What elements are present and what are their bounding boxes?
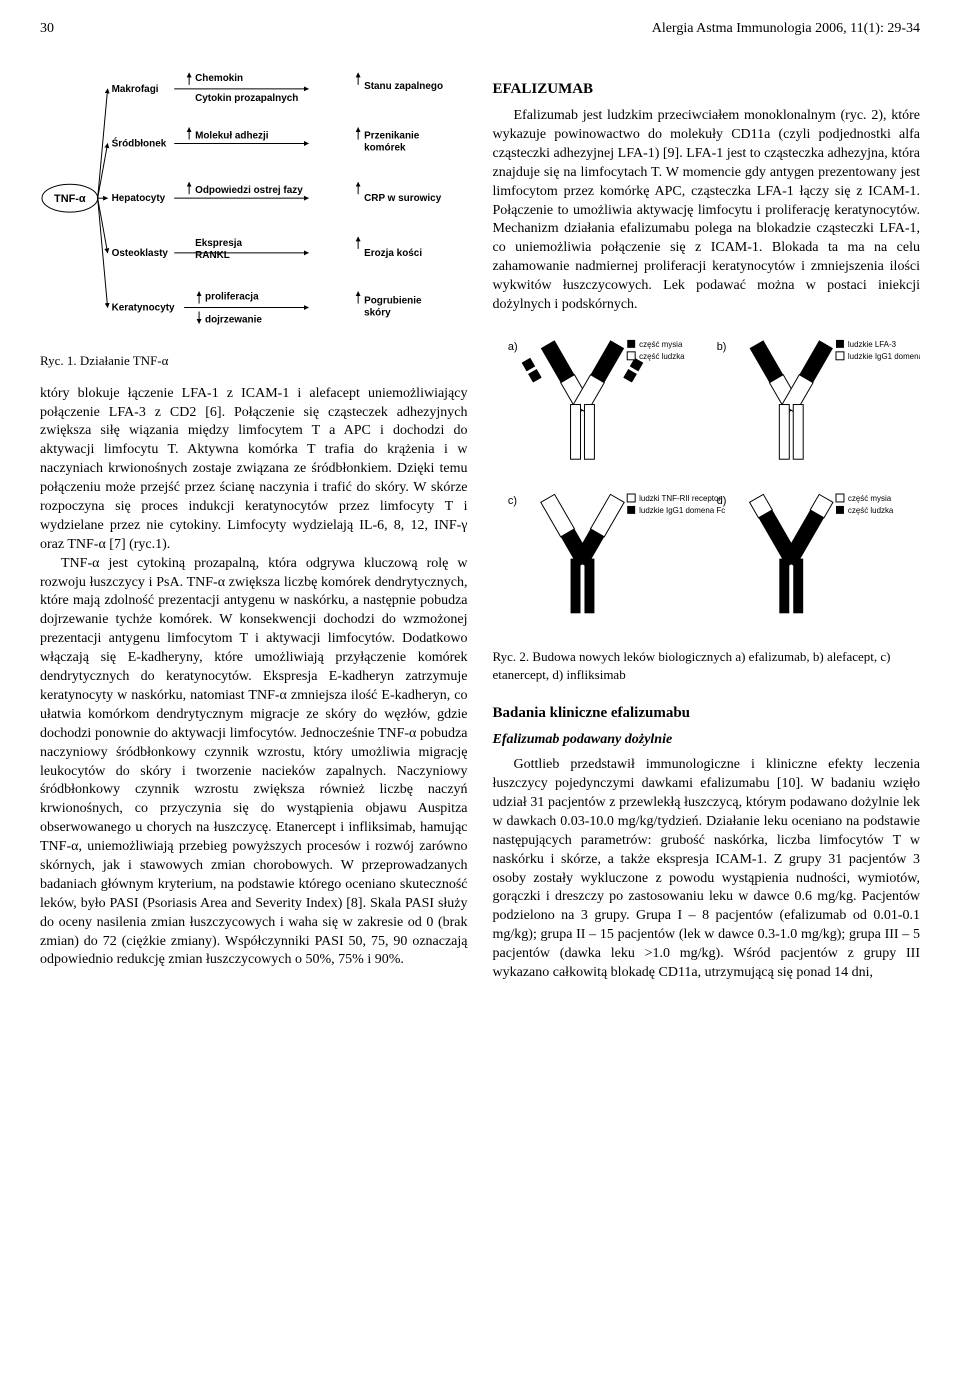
subhead-iv: Efalizumab podawany dożylnie <box>493 731 921 750</box>
svg-text:d): d) <box>716 495 726 507</box>
fig2-panel-c: c) ludzki TNF-RII receptor ludzkie IgG1 <box>507 494 724 613</box>
svg-text:Stanu zapalnego: Stanu zapalnego <box>364 81 443 92</box>
svg-text:ludzkie IgG1 domena Fc: ludzkie IgG1 domena Fc <box>639 506 725 515</box>
svg-text:ludzkie LFA-3: ludzkie LFA-3 <box>847 340 896 349</box>
fig1-root-label: TNF-α <box>54 193 86 205</box>
figure-1-caption: Ryc. 1. Działanie TNF-α <box>40 352 468 370</box>
figure-1-diagram: TNF-α Makrofagi Chemokin Cytokin prozapa… <box>40 59 468 337</box>
svg-text:skóry: skóry <box>364 307 391 318</box>
journal-reference: Alergia Astma Immunologia 2006, 11(1): 2… <box>652 20 920 39</box>
right-paragraph-1: Efalizumab jest ludzkim przeciwciałem mo… <box>493 107 921 315</box>
two-column-layout: TNF-α Makrofagi Chemokin Cytokin prozapa… <box>40 59 920 983</box>
fig2-panel-a: a) <box>507 340 684 459</box>
section-clinical-trials: Badania kliniczne efalizumabu <box>493 703 921 723</box>
right-paragraph-2: Gottlieb przedstawił immunologiczne i kl… <box>493 756 921 983</box>
svg-text:a): a) <box>507 341 517 353</box>
figure-1: TNF-α Makrofagi Chemokin Cytokin prozapa… <box>40 59 468 370</box>
svg-text:Przenikanie: Przenikanie <box>364 130 420 141</box>
figure-2-caption: Ryc. 2. Budowa nowych leków biologicznyc… <box>493 648 921 683</box>
svg-text:część ludzka: część ludzka <box>639 352 685 361</box>
svg-text:komórek: komórek <box>364 142 406 153</box>
svg-text:Śródbłonek: Śródbłonek <box>112 137 167 149</box>
svg-text:Ekspresja: Ekspresja <box>195 238 242 249</box>
page-header: 30 Alergia Astma Immunologia 2006, 11(1)… <box>40 20 920 39</box>
left-paragraph-1: który blokuje łączenie LFA-1 z ICAM-1 i … <box>40 385 468 555</box>
page-number: 30 <box>40 20 54 39</box>
fig1-row-4: Keratynocyty proliferacja dojrzewanie Po… <box>98 198 422 325</box>
figure-2-diagram: a) <box>493 325 921 633</box>
svg-text:Pogrubienie: Pogrubienie <box>364 295 422 306</box>
svg-text:część ludzka: część ludzka <box>847 506 893 515</box>
fig1-row-2: Hepatocyty Odpowiedzi ostrej fazy CRP w … <box>98 182 442 204</box>
svg-text:Odpowiedzi ostrej fazy: Odpowiedzi ostrej fazy <box>195 185 303 196</box>
svg-text:proliferacja: proliferacja <box>205 291 259 302</box>
right-column: EFALIZUMAB Efalizumab jest ludzkim przec… <box>493 59 921 983</box>
fig2-panel-b: b) ludzkie LFA-3 ludzkie IgG1 domena Fc <box>716 340 920 459</box>
svg-text:Cytokin prozapalnych: Cytokin prozapalnych <box>195 93 298 104</box>
figure-2: a) <box>493 325 921 683</box>
fig1-row-3: Osteoklasty Ekspresja RANKL Erozja kości <box>98 198 423 261</box>
svg-text:Erozja kości: Erozja kości <box>364 248 422 259</box>
svg-text:RANKL: RANKL <box>195 250 230 261</box>
svg-text:Chemokin: Chemokin <box>195 73 243 84</box>
svg-text:Makrofagi: Makrofagi <box>112 84 159 95</box>
section-efalizumab: EFALIZUMAB <box>493 79 921 99</box>
svg-text:c): c) <box>507 495 516 507</box>
svg-text:ludzkie IgG1 domena Fc: ludzkie IgG1 domena Fc <box>847 352 920 361</box>
svg-text:część mysia: część mysia <box>847 494 891 503</box>
svg-text:Osteoklasty: Osteoklasty <box>112 248 169 259</box>
left-column: TNF-α Makrofagi Chemokin Cytokin prozapa… <box>40 59 468 983</box>
fig2-panel-d: d) część mysia część ludzka <box>716 494 893 613</box>
svg-text:część mysia: część mysia <box>639 340 683 349</box>
svg-text:Molekuł adhezji: Molekuł adhezji <box>195 130 269 141</box>
left-paragraph-2: TNF-α jest cytokiną prozapalną, która od… <box>40 555 468 971</box>
svg-text:dojrzewanie: dojrzewanie <box>205 314 262 325</box>
svg-text:ludzki TNF-RII receptor: ludzki TNF-RII receptor <box>639 494 721 503</box>
svg-text:Hepatocyty: Hepatocyty <box>112 193 166 204</box>
svg-text:b): b) <box>716 341 726 353</box>
svg-text:CRP w surowicy: CRP w surowicy <box>364 193 442 204</box>
svg-text:Keratynocyty: Keratynocyty <box>112 302 175 313</box>
